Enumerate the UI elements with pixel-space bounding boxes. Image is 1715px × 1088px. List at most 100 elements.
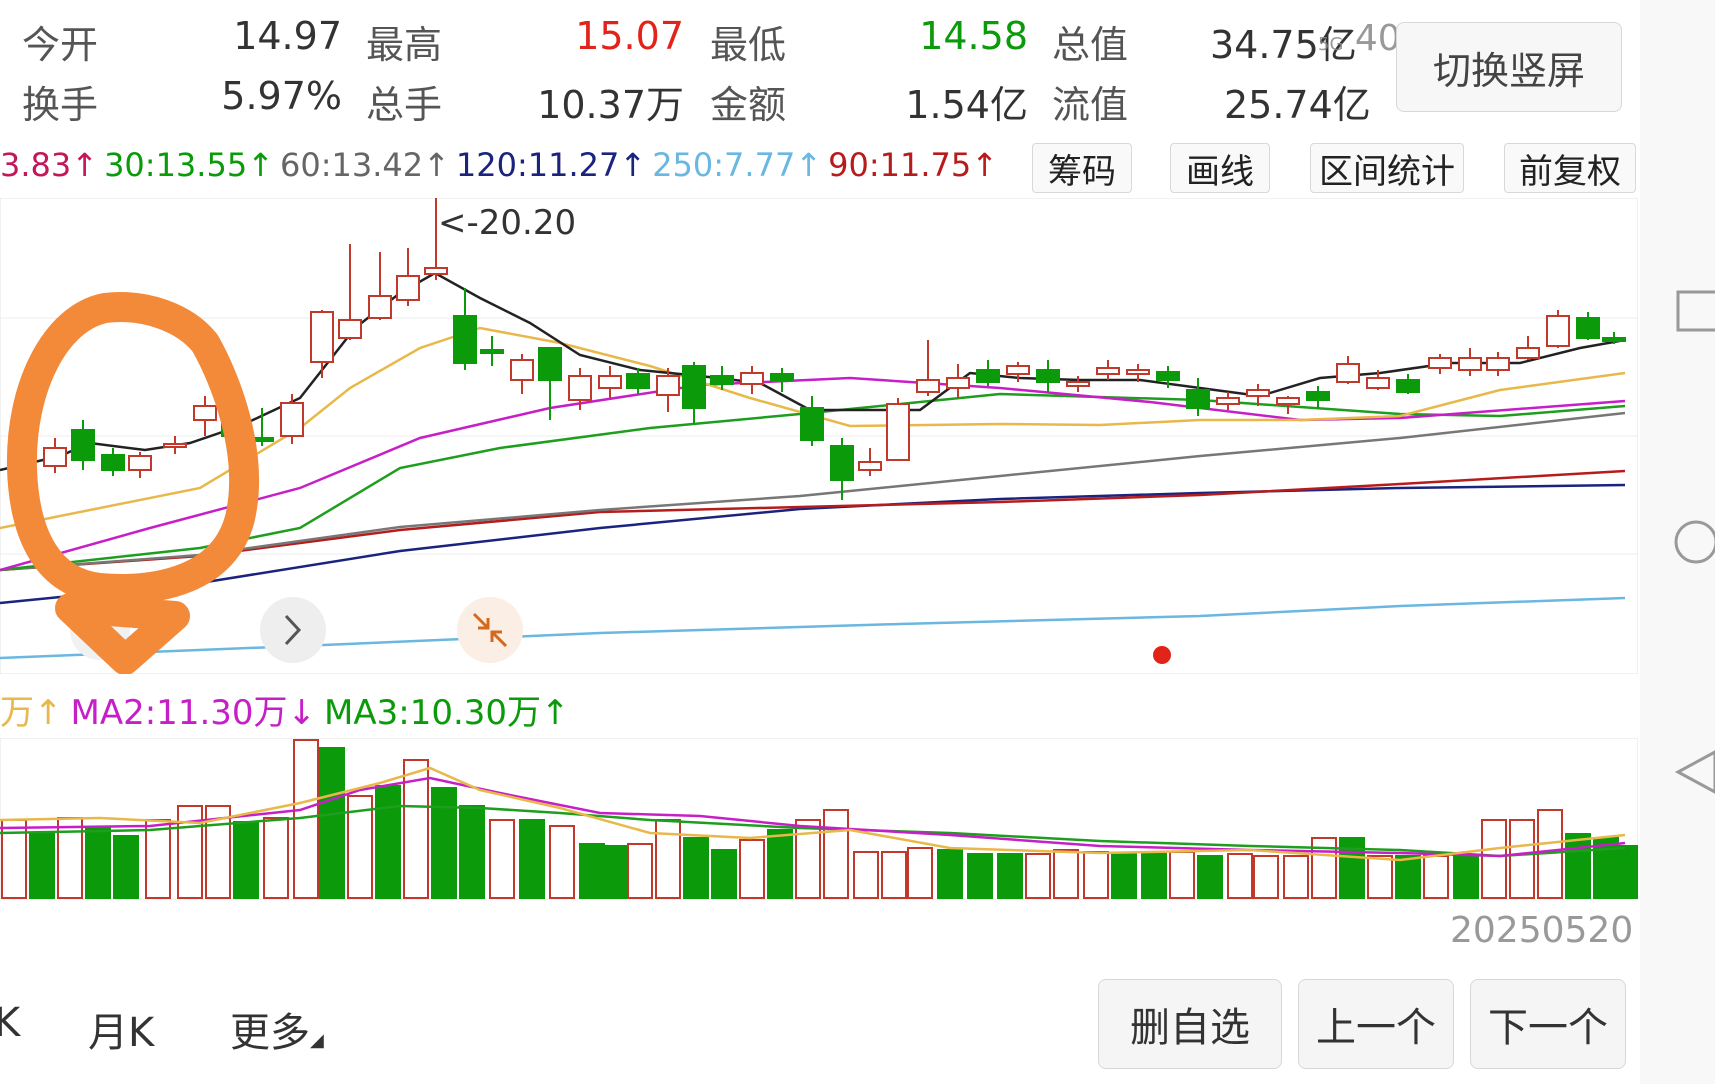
candle-body [976, 369, 1000, 383]
volume-chart[interactable] [0, 738, 1638, 900]
recent-apps-icon[interactable] [1676, 290, 1715, 332]
candle-body [1336, 363, 1360, 383]
volume-bar [549, 825, 575, 899]
volume-bar [431, 787, 457, 899]
chips-button[interactable]: 筹码 [1032, 143, 1132, 193]
candle-body [1396, 379, 1420, 393]
home-icon[interactable] [1674, 520, 1715, 564]
candlestick-chart[interactable]: <-20.20 [0, 198, 1638, 674]
volume-bar [1339, 837, 1365, 899]
volume-bar [1053, 849, 1079, 899]
candle-body [1306, 391, 1330, 401]
ma-legend-item: 90:11.75↑ [828, 146, 999, 184]
candle-body [43, 447, 67, 467]
candle-body [1516, 347, 1540, 359]
chevron-right-icon [284, 614, 302, 646]
volume-bar [603, 845, 629, 899]
candle-body [310, 311, 334, 363]
orange-annotation [6, 292, 259, 674]
float-value-label: 流值 [1052, 83, 1129, 127]
range-stats-button[interactable]: 区间统计 [1310, 143, 1464, 193]
total-value-label: 总值 [1052, 23, 1129, 67]
next-button[interactable]: 下一个 [1470, 979, 1626, 1069]
volume-bar [263, 817, 289, 899]
volume-bar [1169, 851, 1195, 899]
collapse-button[interactable] [457, 597, 523, 663]
volume-bar [1453, 855, 1479, 899]
ma90-line [0, 469, 1626, 572]
candle-body [800, 407, 824, 441]
volume-bar [1227, 853, 1253, 899]
candle-body [1546, 315, 1570, 347]
volume-bar [403, 759, 429, 899]
volume-ma-green [0, 804, 1626, 858]
volume-bar [1615, 845, 1638, 899]
volume-bar [1111, 853, 1137, 899]
candle-body [946, 377, 970, 389]
candle-body [1066, 381, 1090, 387]
volume-bar [627, 843, 653, 899]
remove-watchlist-button[interactable]: 删自选 [1098, 979, 1282, 1069]
volume-ma-yellow [0, 766, 1626, 862]
candle-body [101, 454, 125, 471]
dropdown-corner-icon: ◢ [310, 1030, 324, 1051]
adjust-price-button[interactable]: 前复权 [1504, 143, 1636, 193]
candle-body [1602, 337, 1626, 342]
turnover-label: 换手 [22, 83, 99, 127]
max-price-marker: <-20.20 [438, 203, 576, 243]
ma-legend-item: 60:13.42↑ [279, 146, 450, 184]
volume-bar [1141, 853, 1167, 899]
volume-bar [683, 837, 709, 899]
volume-value: 10.37万 [537, 83, 684, 127]
candle-body [163, 443, 187, 448]
candles [43, 198, 1626, 500]
previous-button[interactable]: 上一个 [1298, 979, 1454, 1069]
candle-body [1216, 397, 1240, 405]
volume-bar [29, 833, 55, 899]
volume-legend-item: MA3:10.30万↑ [324, 693, 570, 733]
volume-legend-item: MA2:11.30万↓ [70, 693, 317, 733]
tab-k[interactable]: K [0, 1000, 21, 1046]
candle-body [568, 375, 592, 401]
back-icon[interactable] [1674, 750, 1715, 794]
scroll-right-button[interactable] [260, 597, 326, 663]
candle-body [424, 267, 448, 275]
tab-more[interactable]: 更多◢ [230, 1000, 324, 1058]
switch-portrait-button[interactable]: 切换竖屏 [1396, 22, 1622, 112]
high-label: 最高 [366, 23, 443, 67]
volume-bar [233, 821, 259, 899]
volume-bar [881, 851, 907, 899]
volume-bar [375, 785, 401, 899]
candle-body [280, 402, 304, 437]
volume-bar [823, 809, 849, 899]
ma-legend: 3.83↑ 30:13.55↑ 60:13.42↑ 120:11.27↑ 250:7.7… [0, 146, 1004, 184]
candle-body [1126, 369, 1150, 375]
date-label: 20250520 [1450, 910, 1634, 951]
volume-bar [1481, 819, 1507, 899]
volume-ma-magenta [0, 776, 1626, 858]
candle-body [71, 429, 95, 461]
tab-month-k[interactable]: 月K [88, 1010, 155, 1056]
volume-legend-item: 万↑ [0, 693, 63, 733]
volume-bar [997, 853, 1023, 899]
candle-body [598, 375, 622, 389]
low-value: 14.58 [919, 14, 1028, 58]
candle-body [1458, 357, 1482, 371]
draw-line-button[interactable]: 画线 [1170, 143, 1270, 193]
candle-body [1276, 397, 1300, 405]
ma-legend-item: 3.83↑ [0, 146, 99, 184]
system-nav-bar [1640, 0, 1715, 1084]
candle-body [128, 455, 152, 471]
volume-bar [1367, 855, 1393, 899]
candle-body [396, 275, 420, 301]
candle-body [770, 373, 794, 381]
candle-body [710, 375, 734, 385]
volume-bar [853, 851, 879, 899]
candle-body [1486, 357, 1510, 371]
candle-body [1186, 389, 1210, 409]
volume-bar [1025, 853, 1051, 899]
volume-bar [113, 835, 139, 899]
ma-legend-item: 120:11.27↑ [455, 146, 647, 184]
open-label: 今开 [22, 23, 99, 67]
open-value: 14.97 [233, 14, 342, 58]
